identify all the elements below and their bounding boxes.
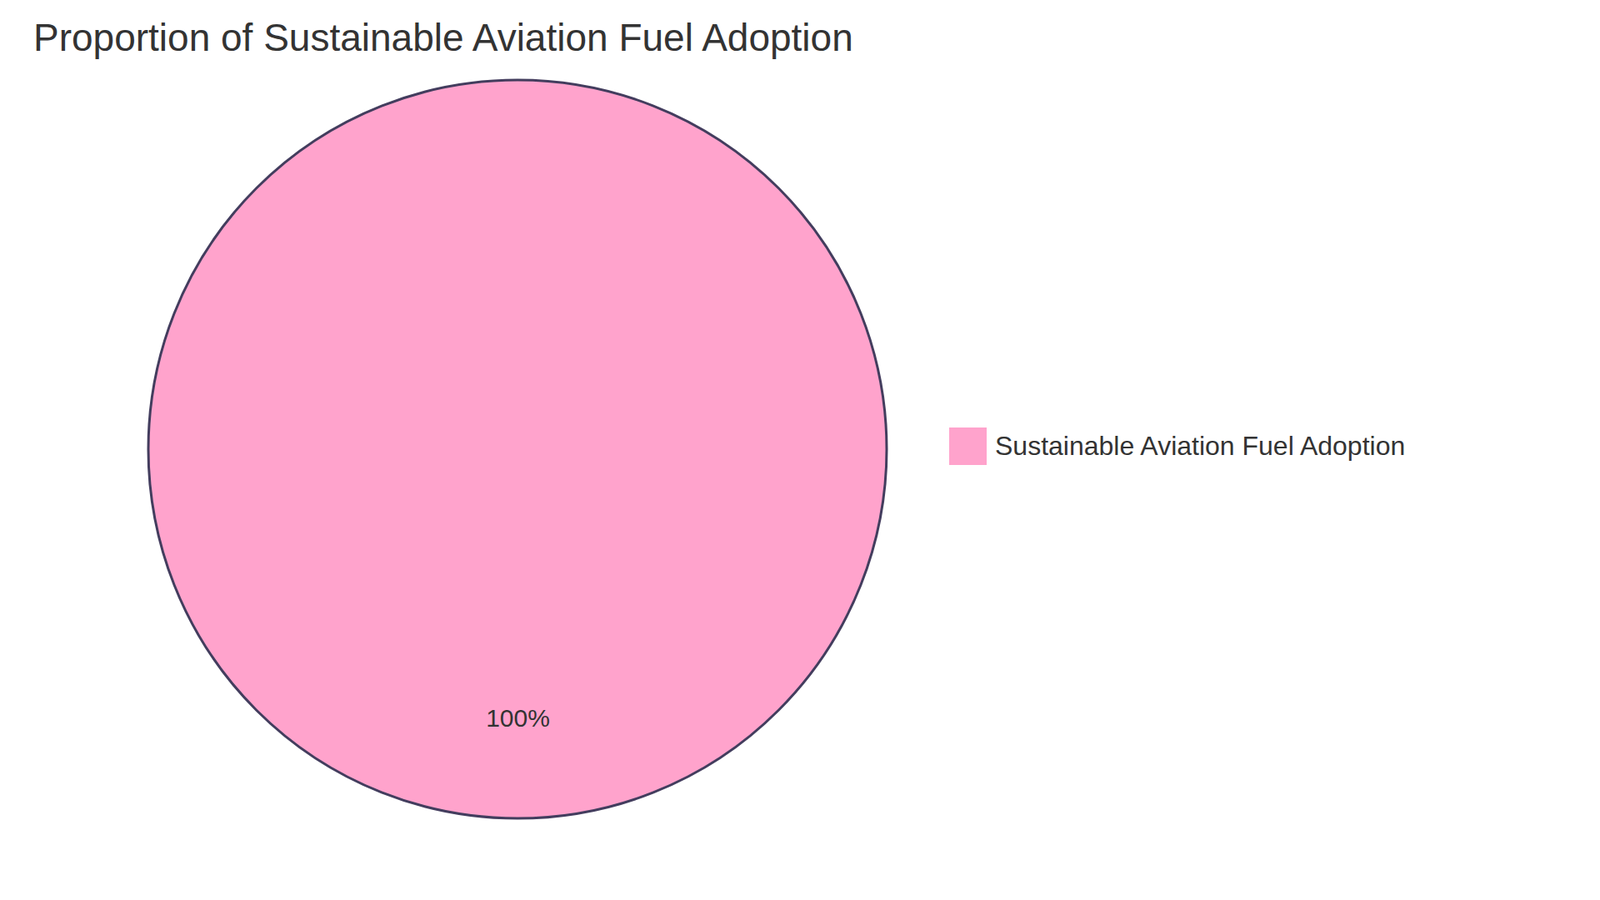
html-text:Sustainable Aviation Fuel Adop: Sustainable Aviation Fuel Adoption xyxy=(995,430,1406,461)
svg-text:100%: 100% xyxy=(485,704,550,732)
html-text:Proportion of Sustainable Avia: Proportion of Sustainable Aviation Fuel … xyxy=(33,15,854,60)
